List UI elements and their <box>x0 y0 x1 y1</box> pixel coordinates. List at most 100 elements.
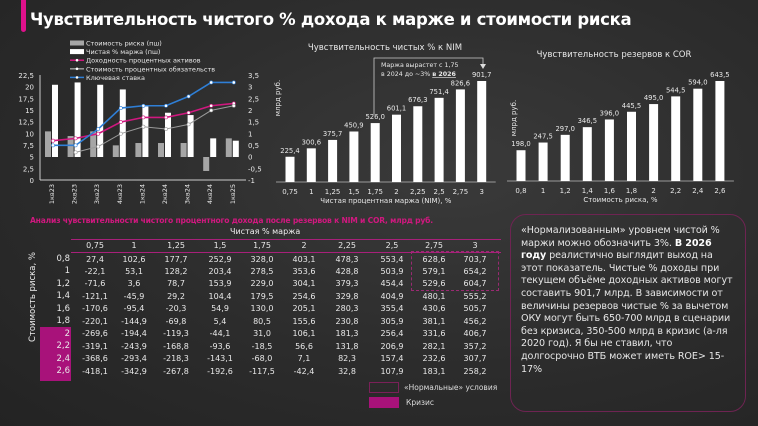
nim-x-tick: 1,5 <box>348 188 359 196</box>
table-cell: 252,9 <box>208 254 232 264</box>
nim-data-label: 225,4 <box>280 147 299 155</box>
table-cell: 32,8 <box>338 366 356 376</box>
note-text-2: реалистично выглядит выход на этот показ… <box>521 250 733 375</box>
table-cell: 503,9 <box>380 266 404 276</box>
bar-cost-of-risk <box>90 131 97 157</box>
cor-bar <box>715 81 725 181</box>
nim-x-tick: 2,75 <box>453 188 469 196</box>
table-cell: 254,6 <box>292 291 316 301</box>
table-cell: 428,8 <box>335 266 359 276</box>
left-axis-tick: 0 <box>30 177 34 185</box>
legend-crisis-swatch <box>369 397 399 408</box>
nim-data-label: 601,1 <box>387 105 406 113</box>
table-cell: 7,1 <box>297 354 311 364</box>
table-cell: 328,0 <box>250 254 274 264</box>
x-axis-tick: 1кв25 <box>229 184 237 204</box>
cor-x-tick: 1,2 <box>560 187 571 195</box>
table-cell: 183,1 <box>422 366 446 376</box>
cor-x-tick: 1,8 <box>626 187 637 195</box>
table-cell: -170,6 <box>82 304 108 314</box>
bar-cost-of-risk <box>112 145 119 157</box>
column-header: 2,75 <box>425 241 443 250</box>
annotation-line2: в 2024 до ~3% в 2026 <box>381 71 457 78</box>
right-axis-tick: 3,5 <box>248 72 259 80</box>
table-cell: -20,3 <box>165 304 187 314</box>
cor-x-tick: 2,4 <box>692 187 704 195</box>
table-cell: 153,9 <box>208 279 232 289</box>
table-cell: -22,1 <box>84 266 106 276</box>
table-cell: 278,5 <box>250 266 274 276</box>
left-axis-tick: 10 <box>25 130 34 138</box>
table-cell: 553,4 <box>380 254 404 264</box>
row-header: 0,8 <box>56 254 70 264</box>
table-cell: 3,6 <box>127 279 141 289</box>
cor-data-label: 495,0 <box>644 94 663 102</box>
right-axis-tick: -1 <box>248 177 255 185</box>
table-cell: -18,5 <box>251 341 273 351</box>
page-title: Чувствительность чистого % дохода к марж… <box>30 10 632 29</box>
row-header: 1,8 <box>56 316 70 327</box>
row-header: 2,2 <box>56 341 70 352</box>
nim-x-title: Чистая процентная маржа (NIM), % <box>320 197 451 205</box>
line-point <box>73 136 78 141</box>
line-point <box>209 80 214 85</box>
right-axis-tick: 0 <box>248 154 252 162</box>
legend-marker <box>75 76 79 79</box>
nim-data-label: 751,4 <box>429 88 448 96</box>
table-cell: -168,8 <box>163 341 189 351</box>
table-cell: 155,6 <box>292 316 316 326</box>
nim-data-label: 450,9 <box>344 121 363 129</box>
table-cell: -42,4 <box>293 366 315 376</box>
bar-cost-of-risk <box>135 143 142 157</box>
left-axis-tick: 5 <box>30 154 34 162</box>
column-header: 1,5 <box>213 241 227 250</box>
right-axis-tick: -0,5 <box>248 165 262 173</box>
legend-label: Ключевая ставка <box>86 74 145 82</box>
line-point <box>209 108 214 113</box>
table-cell: 177,7 <box>164 254 188 264</box>
table-cell: 628,6 <box>422 254 446 264</box>
table-cell: -117,5 <box>249 366 275 376</box>
line-point <box>118 131 123 136</box>
nim-bar <box>434 97 444 182</box>
cor-data-label: 198,0 <box>511 140 530 148</box>
right-axis-tick: 2,5 <box>248 95 259 103</box>
cor-bar <box>560 134 570 181</box>
right-axis-tick: 1,5 <box>248 119 259 127</box>
line-1 <box>75 105 234 153</box>
nim-x-tick: 1 <box>309 188 313 196</box>
legend-marker <box>75 58 79 62</box>
cor-data-label: 643,5 <box>710 71 729 79</box>
line-point <box>231 103 236 108</box>
x-axis-tick: 4кв24 <box>206 184 214 204</box>
annotation-line1: Маржа вырастет с 1,75 <box>381 62 459 69</box>
cor-title: Чувствительность резервов к COR <box>537 50 692 60</box>
nim-data-label: 375,7 <box>323 130 342 138</box>
line-point <box>141 115 146 120</box>
note-bold: В 2026 году <box>521 237 712 262</box>
cor-x-tick: 0,8 <box>515 187 526 195</box>
table-cell: -144,9 <box>121 316 147 326</box>
table-cell: 56,6 <box>295 341 313 351</box>
nim-bar <box>455 89 465 182</box>
table-cell: 381,1 <box>422 316 446 326</box>
line-point <box>164 127 168 131</box>
bar-nim <box>232 140 239 157</box>
table-cell: -218,3 <box>163 354 189 364</box>
nim-bar <box>413 106 423 182</box>
table-cell: 480,1 <box>422 291 446 301</box>
table-cell: 130,0 <box>250 304 274 314</box>
cor-bar <box>693 88 703 181</box>
cor-x-tick: 1 <box>541 187 545 195</box>
bar-nim <box>210 138 217 157</box>
right-axis-tick: 3 <box>248 84 252 92</box>
legend-label: Доходность процентных активов <box>86 57 201 65</box>
table-cell: -68,0 <box>251 354 273 364</box>
line-point <box>186 122 191 127</box>
table-cell: -69,8 <box>165 316 187 326</box>
nim-data-label: 901,7 <box>472 71 491 79</box>
bar-nim <box>74 82 81 157</box>
table-cell: 353,6 <box>292 266 316 276</box>
table-cell: -342,9 <box>121 366 147 376</box>
line-point <box>164 103 168 108</box>
